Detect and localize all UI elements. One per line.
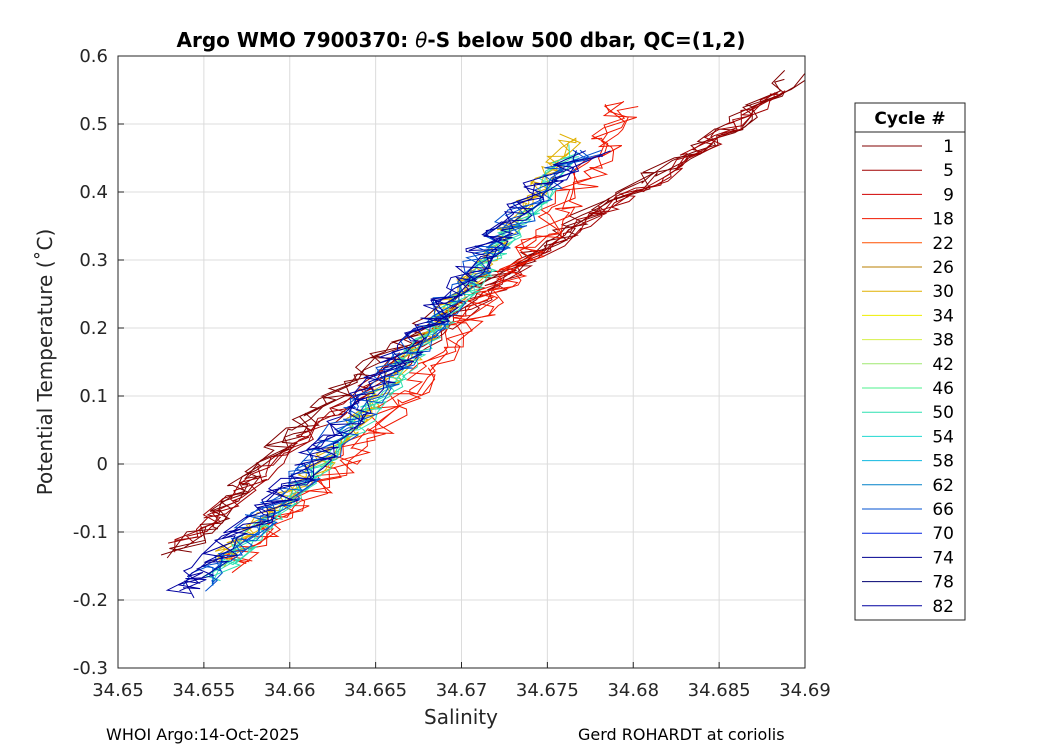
legend-label: 58 (932, 452, 954, 472)
x-tick-labels: 34.65 34.655 34.66 34.665 34.67 34.675 34.68 34… (92, 662, 831, 701)
legend-label: 70 (932, 524, 954, 544)
legend-label: 78 (932, 573, 954, 593)
x-tick-label: 34.67 (436, 680, 488, 701)
legend-label: 66 (932, 500, 954, 520)
legend-label: 9 (943, 185, 954, 205)
legend: Cycle # 1 5 9 18 22 26 30 34 38 42 46 50 54 58 62 66 70 7… (854, 102, 966, 621)
legend-title: Cycle # (874, 109, 945, 129)
y-tick-label: -0.2 (73, 590, 108, 611)
y-tick-label: -0.3 (73, 658, 108, 679)
x-tick-label: 34.66 (264, 680, 316, 701)
series-line-cycle-82 (165, 150, 611, 594)
legend-label: 18 (932, 210, 954, 230)
legend-label: 34 (932, 306, 954, 326)
y-tick-label: 0.1 (79, 386, 108, 407)
legend-label: 38 (932, 331, 954, 351)
x-tick-label: 34.675 (516, 680, 579, 701)
x-axis-label: Salinity (424, 705, 498, 729)
series-line-cycle-82 (179, 155, 604, 592)
x-tick-label: 34.69 (779, 680, 831, 701)
series-line-cycle-82 (177, 150, 580, 590)
legend-label: 22 (932, 234, 954, 254)
series-line-cycle-66 (182, 149, 590, 587)
y-tick-label: 0.3 (79, 250, 108, 271)
legend-box (854, 102, 966, 621)
x-tick-label: 34.685 (688, 680, 751, 701)
y-tick-labels: -0.3 -0.2 -0.1 0 0.1 0.2 0.3 0.4 0.5 0.6 (73, 46, 124, 679)
legend-label: 1 (943, 137, 954, 157)
legend-label: 50 (932, 403, 954, 423)
legend-label: 62 (932, 476, 954, 496)
x-tick-label: 34.665 (344, 680, 407, 701)
y-tick-label: -0.1 (73, 522, 108, 543)
legend-label: 46 (932, 379, 954, 399)
series-lines (160, 70, 806, 599)
legend-label: 82 (932, 597, 954, 617)
chart-title: Argo WMO 7900370: θ-S below 500 dbar, QC… (177, 28, 746, 52)
series-line-cycle-66 (201, 153, 602, 586)
legend-label: 5 (943, 161, 954, 181)
x-tick-label: 34.65 (92, 680, 144, 701)
y-tick-label: 0.4 (79, 182, 108, 203)
series-line-cycle-1 (169, 78, 785, 553)
y-tick-label: 0 (97, 454, 108, 475)
y-tick-label: 0.2 (79, 318, 108, 339)
footer-right: Gerd ROHARDT at coriolis (578, 725, 785, 744)
legend-label: 74 (932, 548, 954, 568)
series-line-cycle-18 (220, 103, 629, 563)
legend-entries: 1 5 9 18 22 26 30 34 38 42 46 50 54 58 62 66 70 74 78 82 (862, 137, 954, 617)
y-axis-label: Potential Temperature (˚C) (33, 229, 57, 496)
x-tick-label: 34.655 (172, 680, 235, 701)
legend-label: 54 (932, 427, 954, 447)
footer-left: WHOI Argo:14-Oct-2025 (106, 725, 300, 744)
legend-label: 30 (932, 282, 954, 302)
y-tick-label: 0.6 (79, 46, 108, 67)
legend-label: 26 (932, 258, 954, 278)
y-tick-label: 0.5 (79, 114, 108, 135)
legend-label: 42 (932, 355, 954, 375)
x-tick-label: 34.68 (607, 680, 659, 701)
series-line-cycle-18 (231, 101, 626, 574)
